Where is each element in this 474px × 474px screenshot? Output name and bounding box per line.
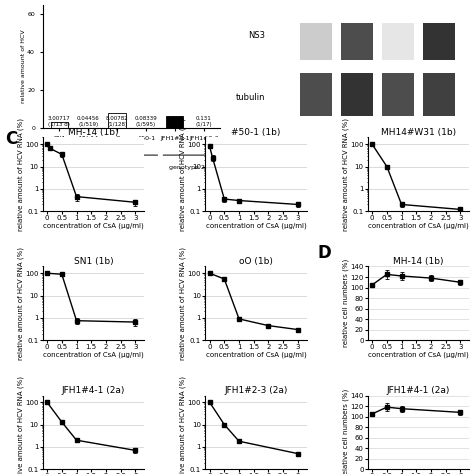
X-axis label: concentration of CsA (μg/ml): concentration of CsA (μg/ml): [206, 223, 306, 229]
Title: MH-14 (1b): MH-14 (1b): [393, 257, 444, 266]
Text: D: D: [318, 244, 331, 262]
Text: 3.00717
(1/13 d): 3.00717 (1/13 d): [48, 116, 71, 127]
FancyBboxPatch shape: [423, 73, 455, 116]
FancyBboxPatch shape: [423, 23, 455, 60]
FancyBboxPatch shape: [382, 23, 414, 60]
Text: NS3: NS3: [248, 31, 265, 40]
Y-axis label: relative amount of HCV: relative amount of HCV: [21, 29, 26, 103]
Text: genotype 1b: genotype 1b: [83, 165, 123, 170]
Bar: [166, 116, 183, 128]
Y-axis label: relative amount of HCV RNA (%): relative amount of HCV RNA (%): [180, 376, 186, 474]
Title: #50-1 (1b): #50-1 (1b): [231, 128, 281, 137]
Text: genotype 2a: genotype 2a: [169, 165, 209, 170]
FancyBboxPatch shape: [341, 73, 373, 116]
Title: JFH1#4-1 (2a): JFH1#4-1 (2a): [387, 386, 450, 395]
Title: JFH1#4-1 (2a): JFH1#4-1 (2a): [62, 386, 125, 395]
Text: tubulin: tubulin: [236, 93, 265, 101]
Title: JFH1#2-3 (2a): JFH1#2-3 (2a): [224, 386, 288, 395]
Y-axis label: relative amount of HCV RNA (%): relative amount of HCV RNA (%): [180, 118, 186, 231]
Title: MH-14 (1b): MH-14 (1b): [68, 128, 118, 137]
Text: 6.219
(1/5): 6.219 (1/5): [167, 116, 182, 127]
Y-axis label: relative cell numbers (%): relative cell numbers (%): [342, 259, 349, 347]
Text: 8.00782
(1/128): 8.00782 (1/128): [106, 116, 128, 127]
X-axis label: concentration of CsA (μg/ml): concentration of CsA (μg/ml): [43, 223, 144, 229]
Y-axis label: relative cell numbers (%): relative cell numbers (%): [342, 388, 349, 474]
FancyBboxPatch shape: [382, 73, 414, 116]
Y-axis label: relative amount of HCV RNA (%): relative amount of HCV RNA (%): [17, 118, 24, 231]
Text: 0.08339
(1/595): 0.08339 (1/595): [135, 116, 157, 127]
Title: MH14#W31 (1b): MH14#W31 (1b): [381, 128, 456, 137]
FancyBboxPatch shape: [341, 23, 373, 60]
Y-axis label: relative amount of HCV RNA (%): relative amount of HCV RNA (%): [17, 247, 24, 360]
Y-axis label: relative amount of HCV RNA (%): relative amount of HCV RNA (%): [180, 247, 186, 360]
Title: oO (1b): oO (1b): [239, 257, 273, 266]
Title: SN1 (1b): SN1 (1b): [73, 257, 113, 266]
Text: 0.131
(1/17): 0.131 (1/17): [195, 116, 212, 127]
Y-axis label: relative amount of HCV RNA (%): relative amount of HCV RNA (%): [342, 118, 349, 231]
Bar: [51, 122, 68, 128]
X-axis label: concentration of CsA (μg/ml): concentration of CsA (μg/ml): [206, 352, 306, 358]
Text: C: C: [5, 130, 17, 148]
Y-axis label: relative amount of HCV RNA (%): relative amount of HCV RNA (%): [17, 376, 24, 474]
FancyBboxPatch shape: [301, 23, 332, 60]
X-axis label: concentration of CsA (μg/ml): concentration of CsA (μg/ml): [368, 352, 469, 358]
X-axis label: concentration of CsA (μg/ml): concentration of CsA (μg/ml): [43, 352, 144, 358]
Bar: [109, 113, 126, 128]
X-axis label: concentration of CsA (μg/ml): concentration of CsA (μg/ml): [368, 223, 469, 229]
Text: 0.04456
(1/519): 0.04456 (1/519): [77, 116, 100, 127]
FancyBboxPatch shape: [301, 73, 332, 116]
